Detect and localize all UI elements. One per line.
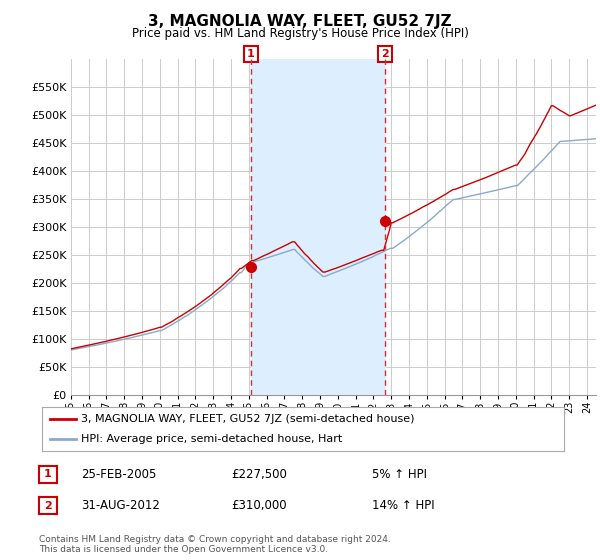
- Text: 31-AUG-2012: 31-AUG-2012: [81, 499, 160, 512]
- Text: £227,500: £227,500: [231, 468, 287, 481]
- Text: HPI: Average price, semi-detached house, Hart: HPI: Average price, semi-detached house,…: [81, 434, 343, 444]
- Text: 1: 1: [44, 469, 52, 479]
- Text: 25-FEB-2005: 25-FEB-2005: [81, 468, 157, 481]
- Text: 2: 2: [381, 49, 389, 59]
- Text: 14% ↑ HPI: 14% ↑ HPI: [372, 499, 434, 512]
- Text: 2: 2: [44, 501, 52, 511]
- Text: Contains HM Land Registry data © Crown copyright and database right 2024.
This d: Contains HM Land Registry data © Crown c…: [39, 535, 391, 554]
- Text: 1: 1: [247, 49, 255, 59]
- Text: 5% ↑ HPI: 5% ↑ HPI: [372, 468, 427, 481]
- Text: 3, MAGNOLIA WAY, FLEET, GU52 7JZ: 3, MAGNOLIA WAY, FLEET, GU52 7JZ: [148, 14, 452, 29]
- Text: 3, MAGNOLIA WAY, FLEET, GU52 7JZ (semi-detached house): 3, MAGNOLIA WAY, FLEET, GU52 7JZ (semi-d…: [81, 414, 415, 424]
- Text: £310,000: £310,000: [231, 499, 287, 512]
- Bar: [251, 59, 385, 395]
- Text: Price paid vs. HM Land Registry's House Price Index (HPI): Price paid vs. HM Land Registry's House …: [131, 27, 469, 40]
